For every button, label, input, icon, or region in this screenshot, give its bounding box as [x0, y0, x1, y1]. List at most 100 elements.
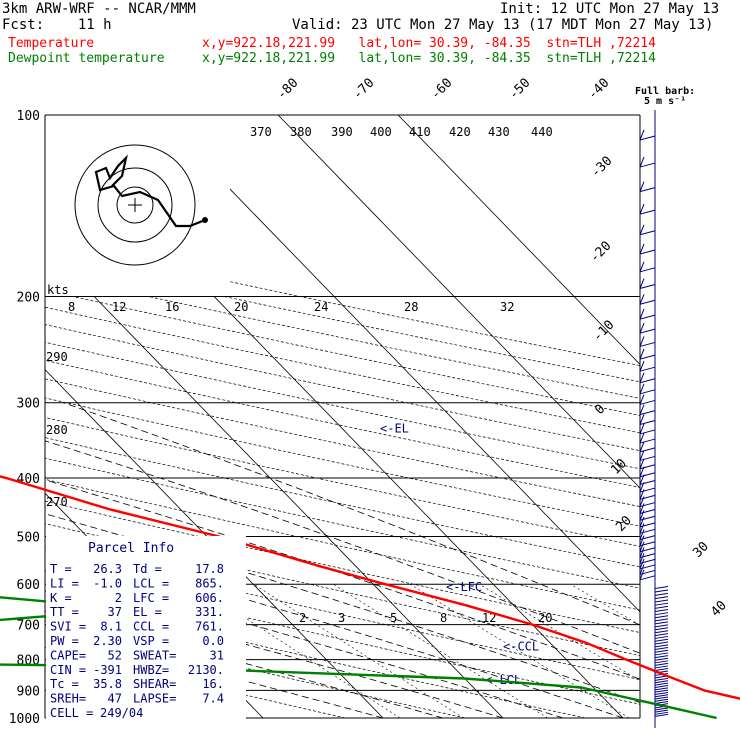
wind-barb	[639, 181, 656, 193]
parcel-key: PW =	[50, 634, 79, 648]
wind-barb	[654, 677, 669, 681]
dry-adiabat	[45, 115, 640, 718]
parcel-value: 761.	[195, 620, 224, 634]
isotherm-line	[45, 115, 384, 718]
wind-barb	[654, 687, 669, 691]
hodograph-speed-label: 8	[68, 300, 75, 314]
wind-barb	[639, 553, 656, 564]
wind-barb	[654, 641, 669, 645]
wind-barb	[654, 689, 669, 693]
parcel-value: 37	[108, 605, 122, 619]
wind-barb	[654, 605, 669, 609]
isotherm-line	[45, 115, 504, 718]
wind-barb	[654, 609, 669, 613]
parcel-value: 2130.	[188, 663, 224, 677]
theta-label: 430	[488, 125, 510, 139]
parcel-value: 47	[108, 692, 122, 706]
parcel-value: 52	[108, 648, 122, 662]
parcel-value: 16.	[202, 677, 224, 691]
mixing-ratio-label: 2	[299, 611, 306, 625]
wind-barb	[654, 589, 669, 593]
theta-label: 390	[331, 125, 353, 139]
dry-adiabat	[45, 115, 640, 718]
hodograph-ring	[74, 144, 196, 266]
wind-barb	[654, 713, 669, 717]
hodograph-end-dot	[202, 217, 208, 223]
dry-adiabat	[45, 115, 640, 718]
hodograph-speed-label: 28	[404, 300, 418, 314]
hodograph-speed-label: 12	[112, 300, 126, 314]
isotherm-line	[277, 115, 640, 718]
wind-barb	[654, 711, 669, 715]
wind-barb	[654, 599, 669, 603]
theta-label-left: 290	[46, 350, 68, 364]
wind-barb	[654, 665, 669, 669]
isotherm-label: -80	[274, 76, 301, 103]
parcel-value: 331.	[195, 605, 224, 619]
hodograph-ring	[97, 167, 173, 243]
wind-barb	[639, 547, 656, 559]
parcel-key: EL =	[133, 605, 162, 619]
wind-barb	[639, 348, 656, 360]
mixing-ratio-line	[570, 583, 640, 718]
hodograph-trace	[94, 154, 206, 228]
theta-label: 420	[449, 125, 471, 139]
theta-label: 410	[409, 125, 431, 139]
parcel-key: TT =	[50, 605, 79, 619]
pressure-label: 1000	[9, 712, 40, 727]
theta-label-left: 270	[46, 495, 68, 509]
pressure-label: 800	[17, 654, 40, 669]
mixing-ratio-label: 8	[440, 611, 447, 625]
wind-barb	[654, 621, 669, 625]
wind-barb	[654, 696, 669, 700]
wind-barb	[639, 569, 656, 581]
isotherm-label: -20	[587, 239, 614, 266]
parcel-value: 35.8	[93, 677, 122, 691]
wind-barb	[639, 394, 656, 405]
dry-adiabat	[45, 115, 640, 718]
wind-barb	[654, 700, 669, 704]
parcel-key: CAPE=	[50, 648, 86, 662]
temperature-line	[0, 475, 740, 700]
wind-barb	[654, 698, 669, 702]
pressure-label: 500	[17, 530, 40, 545]
parcel-value: 26.3	[93, 562, 122, 576]
moist-adiabat	[63, 402, 640, 718]
level-marker-label: <-LCL	[485, 673, 521, 687]
wind-barb	[654, 624, 669, 628]
wind-barb	[654, 662, 669, 666]
isotherm-label: 0	[592, 402, 608, 418]
isotherm-line	[397, 115, 640, 718]
parcel-key: SREH=	[50, 692, 86, 706]
wind-barb	[639, 261, 656, 273]
parcel-value: 8.1	[100, 620, 122, 634]
wind-barb	[654, 615, 669, 619]
pressure-label: 100	[17, 109, 40, 124]
wind-barb	[654, 667, 669, 671]
wind-barb	[654, 627, 669, 631]
hodograph-ring	[116, 186, 154, 224]
parcel-key: CIN =	[50, 663, 86, 677]
wind-barb	[639, 156, 656, 168]
parcel-box-bg	[46, 536, 246, 724]
hodograph-speed-label: 24	[314, 300, 328, 314]
wind-barb	[639, 294, 656, 305]
wind-barb	[639, 336, 656, 347]
level-marker-label: <-CCL	[503, 639, 539, 653]
wind-barb	[654, 680, 669, 684]
theta-label: 380	[290, 125, 312, 139]
dry-adiabat	[45, 115, 640, 718]
barb-legend-title: Full barb:	[635, 86, 695, 97]
dry-adiabat	[45, 115, 640, 718]
wind-barb	[639, 203, 656, 215]
wind-barb	[654, 655, 669, 659]
parcel-key: SVI =	[50, 620, 86, 634]
wind-barb	[654, 682, 669, 686]
temperature-legend-label: Temperature	[8, 36, 95, 51]
wind-barb	[654, 649, 669, 653]
isotherm-line	[157, 115, 640, 718]
pressure-label: 200	[17, 291, 40, 306]
wind-barb	[639, 489, 656, 500]
parcel-key: SWEAT=	[133, 648, 176, 662]
